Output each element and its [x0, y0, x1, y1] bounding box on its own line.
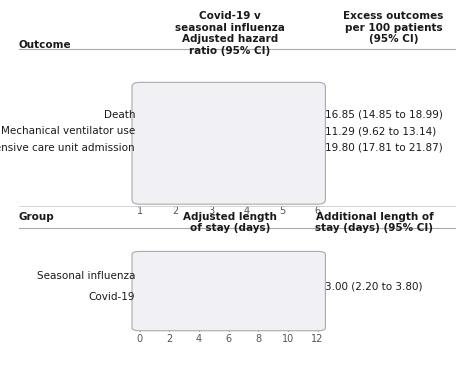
Text: 19.80 (17.81 to 21.87): 19.80 (17.81 to 21.87): [325, 143, 442, 153]
FancyBboxPatch shape: [132, 82, 326, 204]
Text: Mechanical ventilator use: Mechanical ventilator use: [1, 126, 135, 137]
Text: Outcome: Outcome: [19, 40, 72, 50]
Text: 11.29 (9.62 to 13.14): 11.29 (9.62 to 13.14): [325, 126, 436, 137]
Text: 3.00 (2.20 to 3.80): 3.00 (2.20 to 3.80): [325, 281, 422, 292]
Text: Adjusted length
of stay (days): Adjusted length of stay (days): [183, 212, 277, 233]
Text: Death: Death: [104, 110, 135, 120]
Text: Seasonal influenza: Seasonal influenza: [36, 270, 135, 281]
FancyBboxPatch shape: [132, 251, 326, 331]
Bar: [140, 269, 246, 281]
Bar: [140, 301, 290, 314]
Text: Additional length of
stay (days) (95% CI): Additional length of stay (days) (95% CI…: [316, 212, 433, 233]
Text: Covid-19 v
seasonal influenza
Adjusted hazard
ratio (95% CI): Covid-19 v seasonal influenza Adjusted h…: [175, 11, 285, 56]
Text: Intensive care unit admission: Intensive care unit admission: [0, 143, 135, 153]
Text: Excess outcomes
per 100 patients
(95% CI): Excess outcomes per 100 patients (95% CI…: [343, 11, 444, 44]
Text: 16.85 (14.85 to 18.99): 16.85 (14.85 to 18.99): [325, 110, 443, 120]
Text: Covid-19: Covid-19: [89, 292, 135, 303]
Text: Group: Group: [19, 212, 55, 222]
